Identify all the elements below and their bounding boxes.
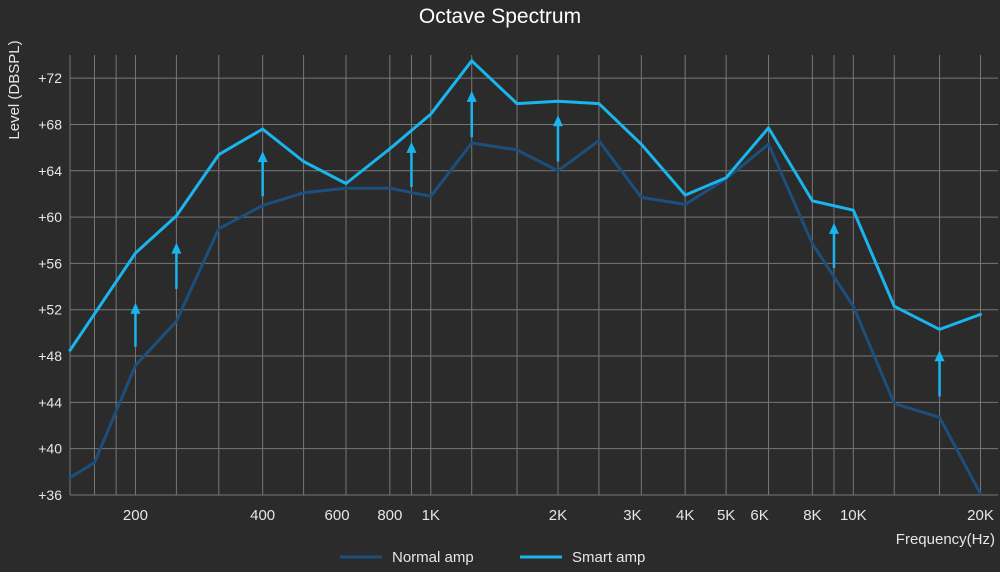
up-arrow-head [171,242,182,254]
x-tick-label: 10K [840,507,867,524]
normal-amp-line [68,139,982,496]
x-tick-label: 8K [803,507,821,524]
x-tick-label: 800 [377,507,402,524]
x-tick-label: 5K [717,507,735,524]
x-tick-label: 3K [623,507,641,524]
y-tick-label: +44 [38,394,62,410]
y-tick-label: +60 [38,209,62,225]
x-tick-label: 6K [750,507,768,524]
up-arrow-head [828,222,839,234]
up-arrow [552,115,563,162]
y-tick-label: +72 [38,70,62,86]
x-tick-label: 4K [676,507,694,524]
up-arrow [257,151,268,197]
legend-label-normal-amp: Normal amp [392,549,474,566]
x-tick-label: 2K [549,507,567,524]
up-arrow-head [257,151,268,163]
up-arrow-head [466,90,477,102]
y-tick-label: +40 [38,441,62,457]
up-arrow [130,302,141,347]
y-tick-label: +52 [38,302,62,318]
series-lines [68,59,982,496]
legend-label-smart-amp: Smart amp [572,549,645,566]
y-tick-label: +48 [38,348,62,364]
boost-arrows [130,90,945,397]
y-tick-label: +64 [38,163,62,179]
y-axis-ticks: +36 +40 +44 +48 +52 +56 +60 +64 +68 +72 [38,70,62,503]
legend: Normal amp Smart amp [340,549,645,566]
up-arrow [171,242,182,289]
smart-amp-line [68,59,982,352]
up-arrow-head [934,350,945,362]
x-axis-label: Frequency(Hz) [896,531,995,548]
y-tick-label: +56 [38,255,62,271]
x-tick-label: 1K [422,507,440,524]
up-arrow-head [552,115,563,127]
x-axis-ticks: 200 400 600 800 1K 2K 3K 4K 5K 6K 8K 10K 20K [123,507,994,524]
y-axis-label: Level (DBSPL) [6,40,23,139]
up-arrow [406,141,417,187]
x-tick-label: 20K [967,507,994,524]
y-tick-label: +68 [38,116,62,132]
up-arrow-head [130,302,141,314]
up-arrow [934,350,945,397]
grid [69,55,998,496]
x-tick-label: 200 [123,507,148,524]
up-arrow [466,90,477,138]
up-arrow-head [406,141,417,153]
chart-title: Octave Spectrum [419,5,581,28]
up-arrow [828,222,839,269]
y-tick-label: +36 [38,487,62,503]
x-tick-label: 400 [250,507,275,524]
x-tick-label: 600 [325,507,350,524]
